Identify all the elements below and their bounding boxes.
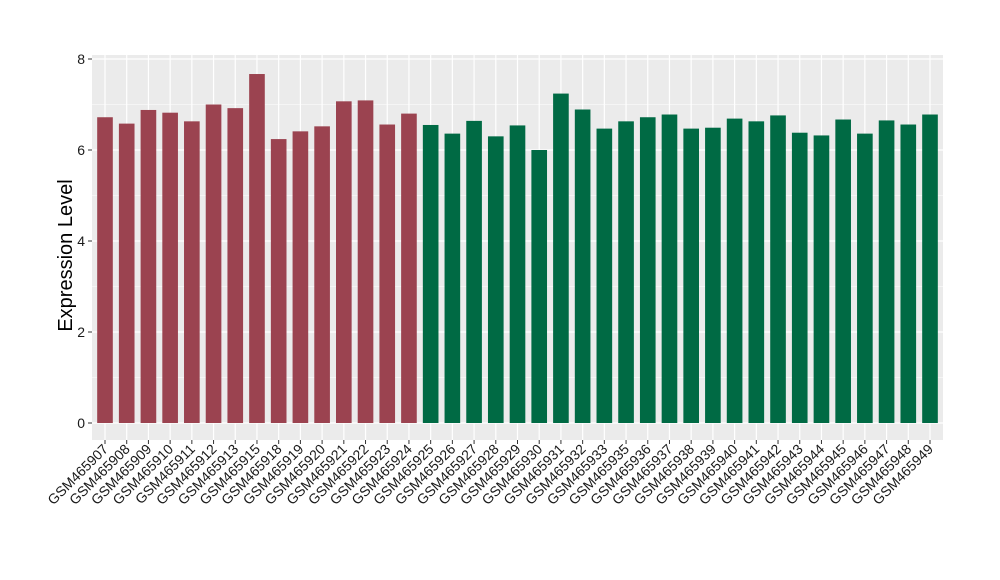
bar-GSM465936 [639,117,656,424]
y-axis: 0 2 4 6 8 [77,51,92,431]
bar-GSM465942 [770,115,786,424]
bar-GSM465946 [857,133,873,423]
bar-GSM465945 [835,119,851,423]
bar-GSM465949 [922,114,938,423]
bar-GSM465924 [401,113,417,423]
bar-GSM465908 [118,123,135,424]
y-tick-label: 2 [77,324,85,340]
bars [97,74,938,424]
bar-GSM465947 [878,120,895,424]
y-tick-label: 8 [77,51,85,67]
bar-GSM465929 [509,125,526,424]
bar-GSM465921 [336,101,352,423]
bar-GSM465922 [357,100,374,423]
bar-GSM465907 [97,117,113,424]
bar-GSM465913 [227,108,244,423]
bar-GSM465932 [574,109,591,423]
bar-GSM465919 [292,131,309,423]
bar-GSM465909 [140,109,157,424]
x-axis: GSM465907GSM465908GSM465909GSM465910GSM4… [44,440,936,508]
bar-GSM465935 [618,121,634,424]
bar-GSM465915 [249,74,265,423]
bar-GSM465943 [791,132,808,423]
bar-GSM465944 [813,135,830,423]
bar-GSM465910 [162,112,178,423]
bar-GSM465920 [314,126,330,423]
bar-GSM465928 [487,136,504,423]
bar-GSM465938 [683,128,699,424]
y-tick-label: 0 [77,415,85,431]
bar-GSM465948 [900,124,917,424]
y-axis-title: Expression Level [55,179,77,331]
bar-GSM465939 [705,127,721,423]
bar-GSM465941 [748,121,765,424]
bar-GSM465926 [444,133,461,423]
bar-GSM465930 [531,150,548,423]
bar-GSM465918 [270,139,287,423]
bar-GSM465933 [596,128,613,424]
y-tick-label: 4 [77,233,85,249]
bar-GSM465927 [466,120,482,423]
bar-GSM465912 [205,104,222,423]
bar-GSM465923 [379,124,396,424]
bar-GSM465925 [422,124,439,423]
y-tick-label: 6 [77,142,85,158]
bar-GSM465911 [184,121,200,424]
bar-GSM465940 [726,118,743,423]
bar-GSM465937 [661,114,678,423]
bar-GSM465931 [553,93,569,423]
